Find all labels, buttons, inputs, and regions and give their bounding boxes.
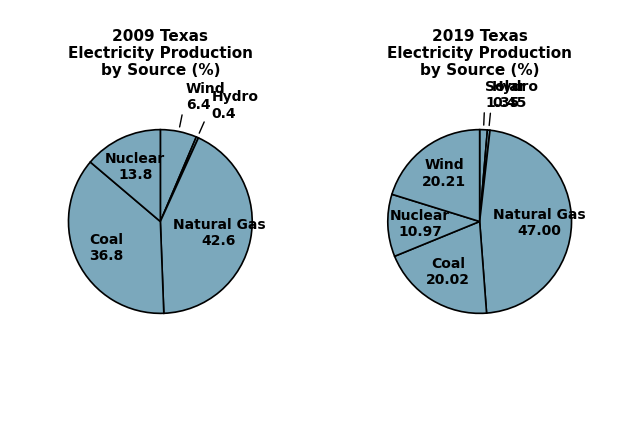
Text: Wind
20.21: Wind 20.21 <box>422 158 467 189</box>
Wedge shape <box>161 130 196 222</box>
Wedge shape <box>161 138 252 313</box>
Text: Nuclear
13.8: Nuclear 13.8 <box>105 152 165 183</box>
Text: Nuclear
10.97: Nuclear 10.97 <box>390 209 450 239</box>
Wedge shape <box>388 194 479 256</box>
Wedge shape <box>68 162 164 313</box>
Text: Coal
20.02: Coal 20.02 <box>426 257 470 288</box>
Text: Natural Gas
42.6: Natural Gas 42.6 <box>173 218 265 248</box>
Wedge shape <box>90 130 161 222</box>
Wedge shape <box>479 130 488 222</box>
Text: Wind
6.4: Wind 6.4 <box>186 82 225 113</box>
Wedge shape <box>479 130 490 222</box>
Wedge shape <box>395 222 486 313</box>
Wedge shape <box>161 137 198 222</box>
Text: Coal
36.8: Coal 36.8 <box>90 233 124 263</box>
Wedge shape <box>479 130 572 313</box>
Title: 2009 Texas
Electricity Production
by Source (%): 2009 Texas Electricity Production by Sou… <box>68 28 253 78</box>
Wedge shape <box>392 130 479 222</box>
Text: Hydro
0.45: Hydro 0.45 <box>492 80 539 110</box>
Text: Hydro
0.4: Hydro 0.4 <box>211 90 259 120</box>
Title: 2019 Texas
Electricity Production
by Source (%): 2019 Texas Electricity Production by Sou… <box>387 28 572 78</box>
Text: Solar
1.35: Solar 1.35 <box>485 80 525 110</box>
Text: Natural Gas
47.00: Natural Gas 47.00 <box>493 207 586 238</box>
